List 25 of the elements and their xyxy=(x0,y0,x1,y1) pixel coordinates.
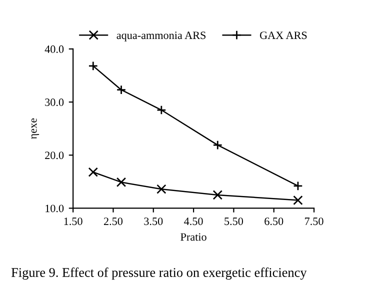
point xyxy=(88,167,98,177)
point xyxy=(116,177,126,188)
point xyxy=(212,190,222,200)
legend-label: aqua-ammonia ARS xyxy=(116,32,206,42)
x-tick-label: 2.50 xyxy=(104,218,123,226)
x-tick-label: 5.50 xyxy=(224,218,243,226)
x-tick-label: 3.50 xyxy=(144,218,163,226)
point xyxy=(293,195,303,206)
x-tick-label: 1.50 xyxy=(64,218,82,226)
x-tick-label: 4.50 xyxy=(184,218,203,226)
point xyxy=(156,105,166,115)
legend-label: GAX ARS xyxy=(260,32,307,40)
x-tick-label: 6.50 xyxy=(264,218,284,226)
point xyxy=(156,184,166,194)
x-axis-title: Pratio xyxy=(180,233,206,241)
caption: Figure 9. Effect of pressure ratio on exergetic efficiency xyxy=(11,268,307,280)
y-tick-label: 30.0 xyxy=(45,98,64,106)
y-tick-label: 20.0 xyxy=(45,152,64,160)
y-axis-title: ηexe xyxy=(31,118,40,140)
point xyxy=(88,61,98,71)
y-tick-label: 10.0 xyxy=(46,204,64,212)
y-tick-label: 40.0 xyxy=(44,45,64,53)
x-tick-label: 7.50 xyxy=(305,218,324,226)
point xyxy=(212,140,222,150)
point xyxy=(293,181,303,191)
